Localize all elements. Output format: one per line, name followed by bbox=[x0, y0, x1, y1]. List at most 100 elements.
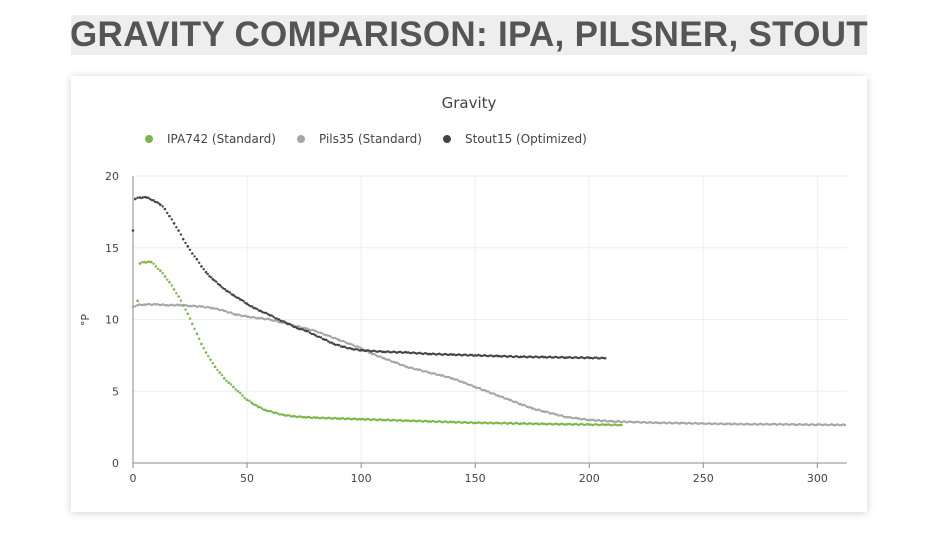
data-point bbox=[223, 287, 227, 291]
data-point bbox=[265, 409, 269, 413]
data-point bbox=[220, 374, 224, 377]
data-point bbox=[356, 348, 359, 351]
data-point bbox=[204, 270, 208, 274]
legend-marker bbox=[297, 135, 305, 143]
data-point bbox=[278, 413, 282, 416]
data-point bbox=[175, 292, 178, 295]
data-point bbox=[596, 357, 600, 360]
data-point bbox=[312, 333, 315, 336]
y-tick-label: 15 bbox=[105, 242, 119, 255]
data-point bbox=[197, 261, 201, 265]
data-point bbox=[159, 269, 162, 273]
data-point bbox=[200, 342, 203, 346]
data-point bbox=[327, 340, 330, 343]
data-point bbox=[301, 328, 304, 331]
data-point bbox=[181, 237, 185, 241]
data-point bbox=[270, 314, 273, 317]
data-point bbox=[197, 337, 201, 341]
data-point bbox=[516, 401, 519, 404]
y-axis-label: °P bbox=[79, 314, 92, 327]
legend-item[interactable]: IPA742 (Standard) bbox=[145, 132, 276, 146]
x-tick-label: 200 bbox=[579, 472, 600, 485]
data-point bbox=[273, 411, 276, 415]
data-point bbox=[587, 356, 591, 360]
series-1 bbox=[131, 302, 847, 427]
data-point bbox=[239, 391, 242, 395]
data-point bbox=[166, 211, 169, 215]
data-point bbox=[209, 276, 213, 279]
data-point bbox=[208, 275, 211, 278]
data-point bbox=[587, 423, 591, 426]
data-point bbox=[593, 356, 596, 359]
data-point bbox=[241, 394, 244, 397]
legend-item[interactable]: Stout15 (Optimized) bbox=[443, 132, 587, 146]
data-point bbox=[139, 303, 143, 307]
data-point bbox=[330, 341, 334, 344]
tick-labels: 0 50 100 150 200 250 300 0 5 10 15 20 bbox=[105, 170, 828, 485]
data-point bbox=[509, 398, 513, 402]
data-point bbox=[256, 308, 259, 311]
data-point bbox=[147, 196, 150, 199]
data-point bbox=[343, 345, 346, 348]
data-point bbox=[222, 377, 226, 380]
data-point bbox=[600, 423, 603, 426]
gravity-chart: 0 50 100 150 200 250 300 0 5 10 15 20 Gravity °P IP… bbox=[79, 94, 847, 485]
data-point bbox=[470, 384, 474, 387]
y-tick-label: 0 bbox=[112, 457, 119, 470]
chart-card: 0 50 100 150 200 250 300 0 5 10 15 20 Gravity °P IP… bbox=[71, 76, 867, 512]
data-point bbox=[250, 401, 253, 405]
data-point bbox=[328, 334, 332, 338]
data-point bbox=[600, 356, 603, 359]
data-point bbox=[211, 278, 215, 281]
data-point bbox=[274, 317, 277, 320]
data-point bbox=[605, 423, 609, 426]
data-point bbox=[299, 328, 303, 331]
data-point bbox=[347, 347, 350, 350]
data-point bbox=[172, 288, 176, 291]
data-point bbox=[295, 326, 299, 330]
data-point bbox=[170, 218, 173, 221]
data-point bbox=[343, 340, 347, 343]
data-point bbox=[619, 423, 623, 427]
data-point bbox=[314, 333, 317, 337]
data-point bbox=[279, 319, 283, 323]
legend-item[interactable]: Pils35 (Standard) bbox=[297, 132, 422, 146]
data-point bbox=[325, 338, 328, 342]
data-point bbox=[297, 327, 301, 331]
data-point bbox=[218, 371, 221, 374]
legend-label: IPA742 (Standard) bbox=[167, 132, 276, 146]
data-point bbox=[288, 322, 292, 326]
data-point bbox=[204, 351, 208, 354]
data-point bbox=[211, 361, 215, 365]
data-point bbox=[843, 423, 847, 427]
data-point bbox=[616, 424, 619, 427]
data-point bbox=[276, 412, 280, 415]
data-point bbox=[248, 399, 251, 403]
data-point bbox=[184, 241, 187, 245]
data-point bbox=[456, 378, 459, 381]
data-point bbox=[232, 293, 235, 297]
data-point bbox=[218, 283, 221, 287]
data-point bbox=[402, 363, 405, 367]
data-point bbox=[281, 320, 284, 323]
data-point bbox=[234, 388, 237, 391]
data-point bbox=[323, 338, 326, 341]
data-point bbox=[166, 278, 169, 281]
data-point bbox=[524, 404, 527, 407]
legend[interactable]: IPA742 (Standard) Pils35 (Standard) Stout1… bbox=[145, 132, 587, 146]
data-point bbox=[320, 331, 324, 335]
legend-marker bbox=[443, 135, 451, 143]
x-tick-label: 100 bbox=[351, 472, 372, 485]
data-point bbox=[154, 265, 158, 268]
data-point bbox=[213, 365, 217, 369]
data-point bbox=[354, 347, 357, 351]
data-point bbox=[206, 272, 209, 276]
x-tick-label: 250 bbox=[693, 472, 714, 485]
data-point bbox=[188, 248, 192, 251]
x-tick-label: 300 bbox=[807, 472, 828, 485]
x-tick-label: 0 bbox=[130, 472, 137, 485]
data-point bbox=[292, 325, 295, 329]
data-point bbox=[258, 406, 262, 409]
data-point bbox=[202, 268, 205, 271]
data-point bbox=[612, 423, 616, 426]
